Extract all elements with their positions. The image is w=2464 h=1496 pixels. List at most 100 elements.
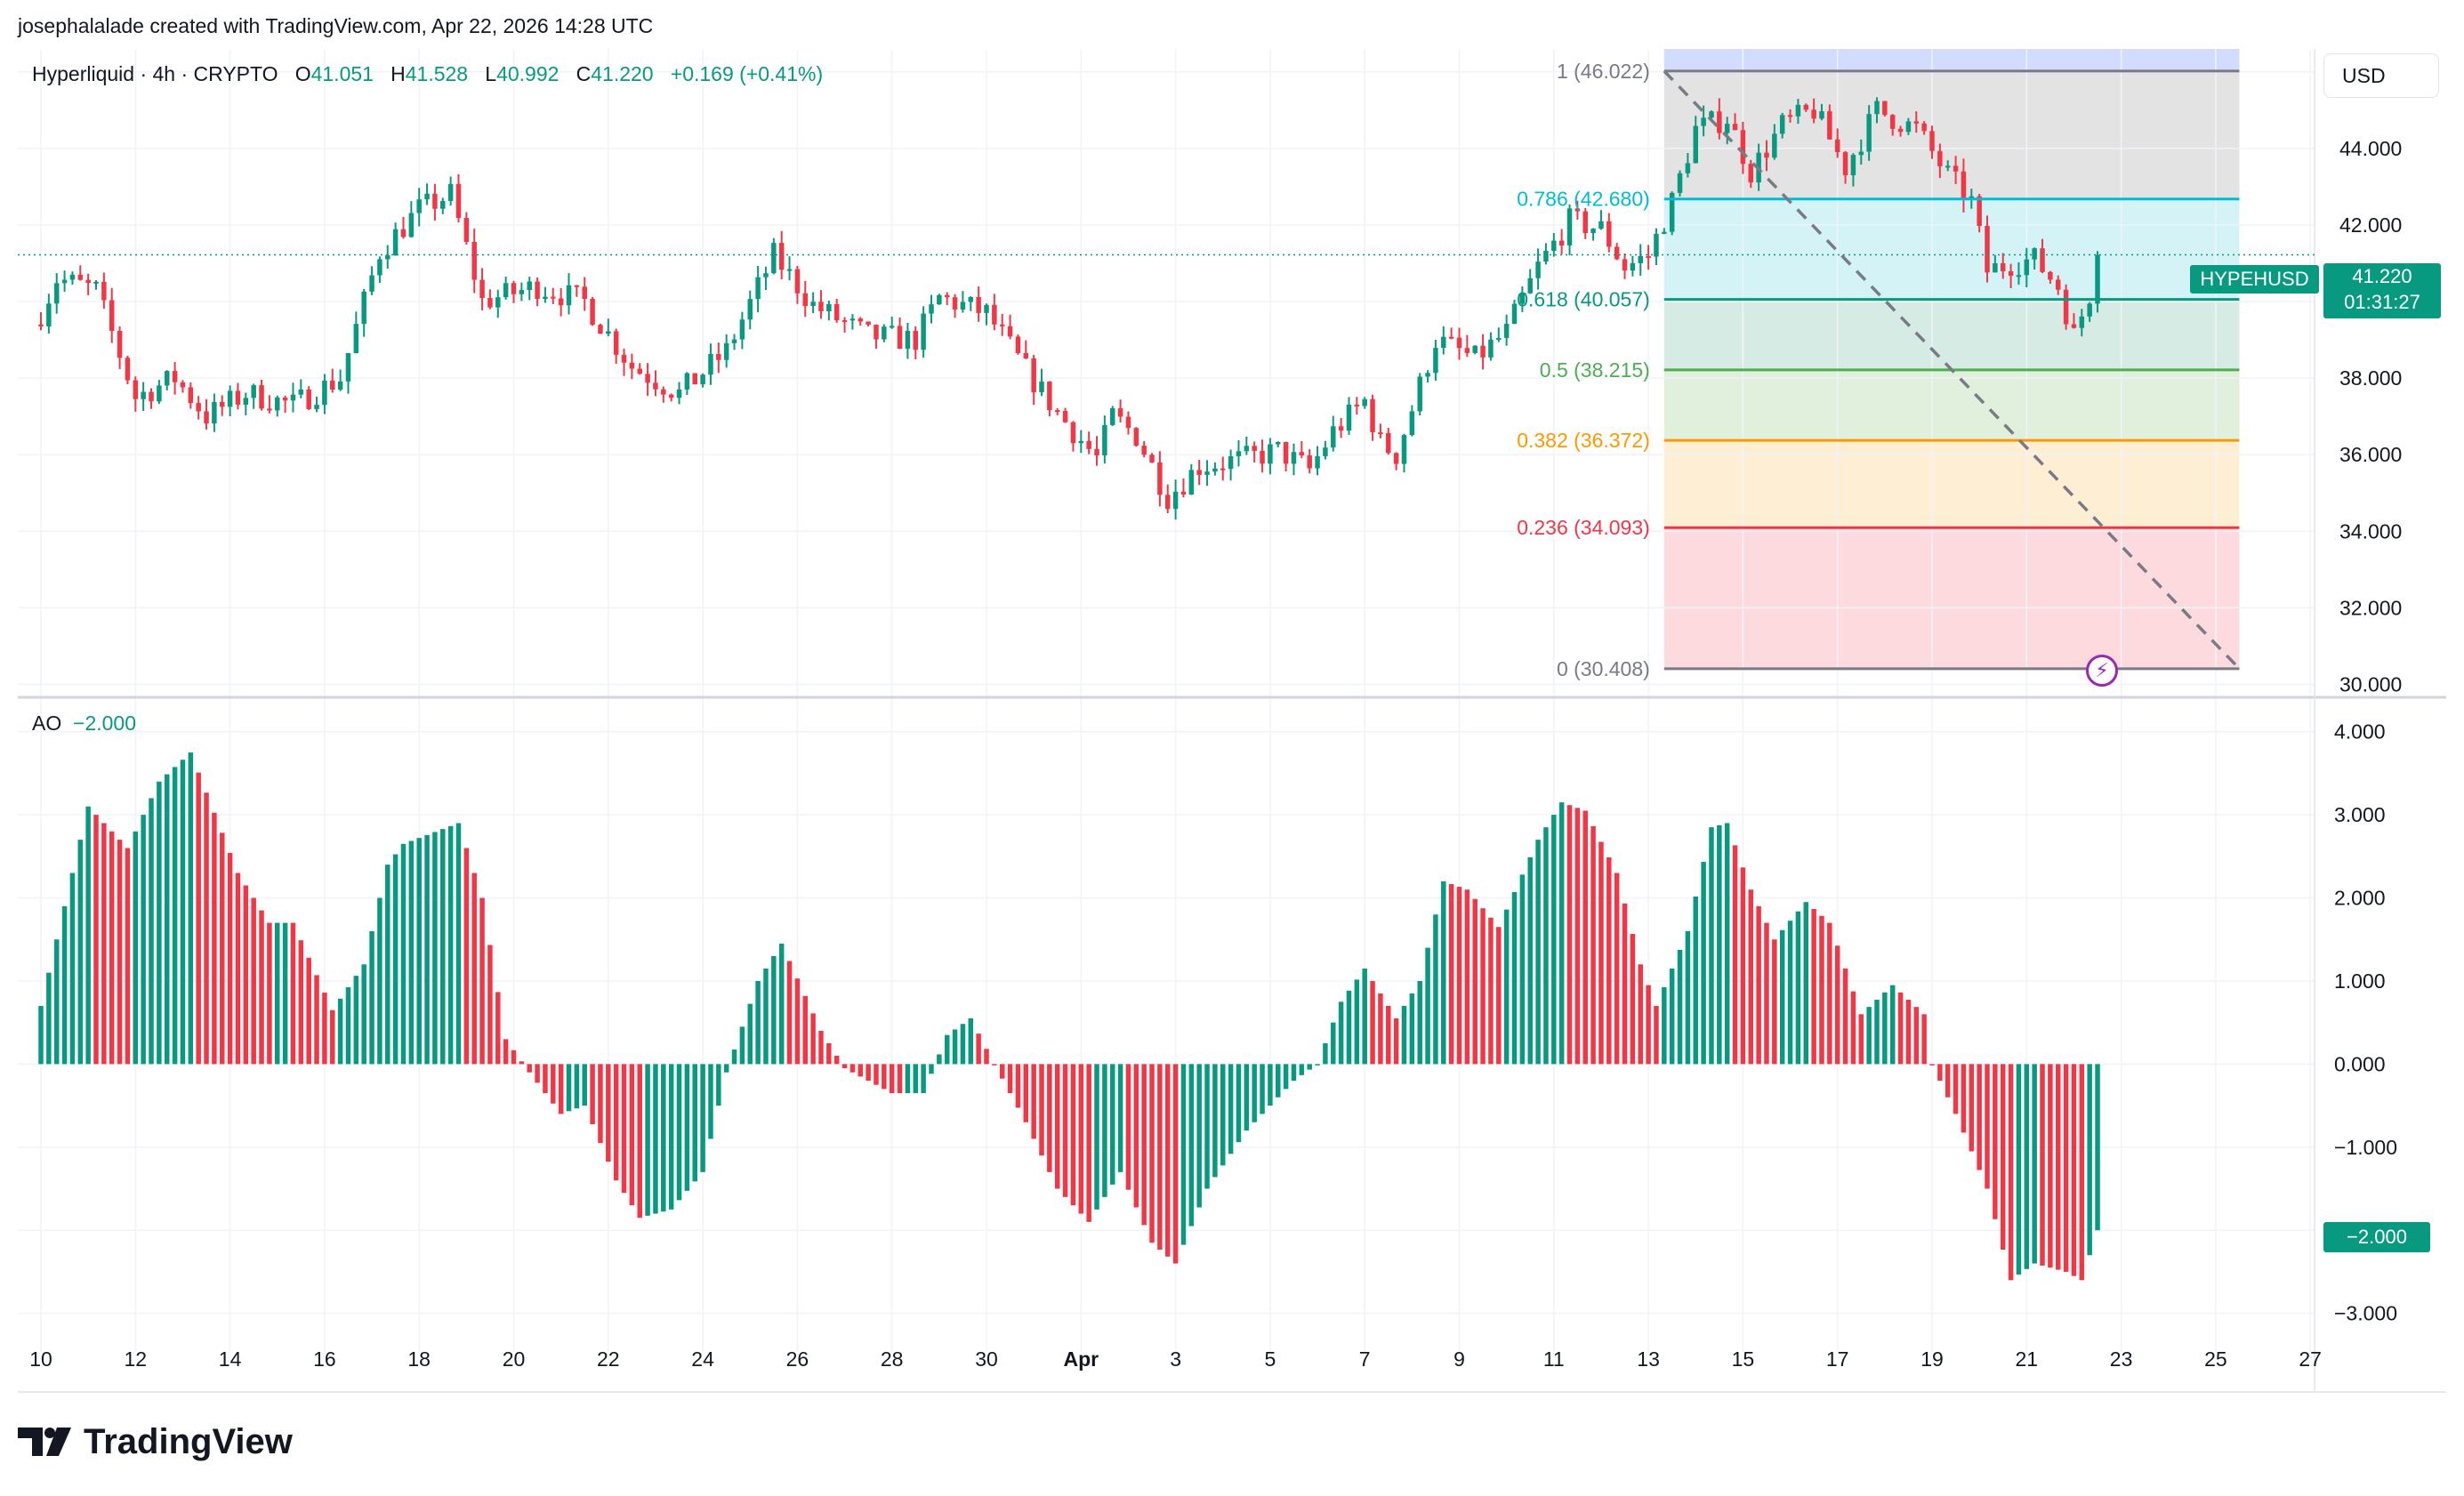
ao-bar	[1654, 1005, 1659, 1065]
candle-body	[1401, 435, 1407, 464]
candle-body	[1031, 358, 1036, 393]
low-value: 40.992	[496, 62, 560, 85]
candle-body	[93, 281, 99, 284]
candle-body	[810, 302, 816, 307]
candle-body	[676, 389, 682, 398]
ao-bar	[1386, 1005, 1391, 1065]
candle-body	[345, 353, 351, 382]
candle-body	[708, 353, 713, 375]
candle-body	[212, 402, 217, 424]
ao-bar	[361, 964, 366, 1065]
time-tick-label: 5	[1265, 1347, 1276, 1371]
candle-body	[1511, 303, 1518, 325]
ao-bar	[850, 1064, 856, 1073]
candle-body	[1764, 152, 1769, 158]
ao-bar	[684, 1064, 690, 1191]
ao-bar	[1717, 824, 1722, 1065]
ao-bar	[125, 848, 131, 1065]
candle-body	[684, 373, 690, 390]
candle-body	[763, 273, 769, 277]
ao-bar	[1827, 922, 1832, 1065]
candle-body	[637, 368, 642, 374]
symbol-name: Hyperliquid · 4h · CRYPTO	[32, 62, 278, 85]
ao-bar	[558, 1064, 564, 1114]
candle-body	[1693, 125, 1698, 164]
candle-body	[1701, 117, 1706, 126]
ao-bar	[543, 1064, 548, 1094]
candle-body	[495, 297, 501, 308]
ao-bar	[1724, 823, 1730, 1065]
ao-bar	[322, 993, 327, 1065]
candle-body	[1662, 231, 1667, 234]
ao-bar	[1961, 1064, 1967, 1133]
ao-bar	[1566, 805, 1573, 1065]
ao-bar	[1172, 1064, 1179, 1264]
symbol-legend[interactable]: Hyperliquid · 4h · CRYPTO O41.051 H41.52…	[32, 62, 823, 86]
ao-bar	[377, 897, 382, 1065]
candle-body	[1102, 424, 1107, 456]
candle-body	[306, 389, 311, 409]
candle-body	[1141, 446, 1147, 455]
currency-button[interactable]: USD	[2323, 53, 2439, 98]
candle-body	[668, 394, 674, 398]
ao-bar	[1031, 1064, 1036, 1139]
tradingview-logo[interactable]: TradingView	[18, 1421, 293, 1462]
ao-bar	[1897, 992, 1904, 1065]
time-tick-label: 11	[1543, 1347, 1565, 1371]
ao-bar	[345, 986, 351, 1065]
ao-bar	[2095, 1064, 2100, 1231]
price-tag-price: 41.220	[2352, 265, 2412, 287]
ao-legend[interactable]: AO −2.000	[32, 712, 136, 736]
time-tick-label: 28	[881, 1347, 904, 1371]
ao-tick-label: −1.000	[2334, 1136, 2397, 1159]
time-tick-label: 18	[407, 1347, 431, 1371]
candle-body	[1276, 441, 1281, 445]
candle-body	[471, 242, 477, 280]
candle-body	[1180, 491, 1187, 495]
ao-bar	[2048, 1064, 2053, 1268]
candle-body	[149, 391, 154, 402]
symbol-tag[interactable]: HYPEHUSD	[2190, 265, 2319, 294]
ao-bar	[1889, 985, 1896, 1065]
candle-body	[1323, 447, 1328, 456]
candle-body	[1456, 337, 1462, 349]
candle-body	[1188, 470, 1195, 495]
candle-body	[1393, 453, 1399, 464]
ao-bar	[1054, 1064, 1060, 1189]
ao-bar	[2016, 1064, 2022, 1275]
candle-body	[416, 199, 422, 213]
close-value: 41.220	[591, 62, 654, 85]
ao-bar	[645, 1064, 650, 1216]
candle-body	[1574, 208, 1581, 212]
candle-body	[1889, 115, 1896, 129]
candle-body	[2063, 289, 2069, 325]
time-tick-label: 7	[1359, 1347, 1371, 1371]
ao-bar	[1779, 929, 1785, 1065]
ao-bar	[267, 922, 272, 1065]
candle-body	[841, 320, 848, 323]
candle-body	[992, 304, 997, 325]
ao-bar	[455, 823, 462, 1065]
ao-bar	[1977, 1064, 1982, 1170]
ao-bar	[275, 922, 280, 1065]
candle-body	[929, 304, 934, 314]
ao-bar	[408, 840, 415, 1065]
candle-body	[984, 304, 989, 313]
candle-body	[1787, 115, 1793, 117]
lightning-icon[interactable]: ⚡	[2086, 655, 2118, 687]
candle-body	[1685, 163, 1691, 173]
ao-bar	[314, 975, 319, 1065]
candle-body	[1503, 324, 1510, 338]
candle-body	[535, 281, 540, 300]
ao-bar	[1401, 1005, 1407, 1065]
change-value: +0.169 (+0.41%)	[670, 62, 824, 85]
ao-bar	[1094, 1064, 1099, 1210]
candle-body	[1228, 455, 1234, 470]
ao-bar	[1519, 874, 1526, 1065]
ao-bar	[944, 1034, 950, 1065]
candle-body	[1015, 336, 1021, 353]
ao-bar	[1693, 896, 1698, 1065]
candle-body	[1929, 131, 1935, 151]
candle-body	[590, 298, 595, 326]
